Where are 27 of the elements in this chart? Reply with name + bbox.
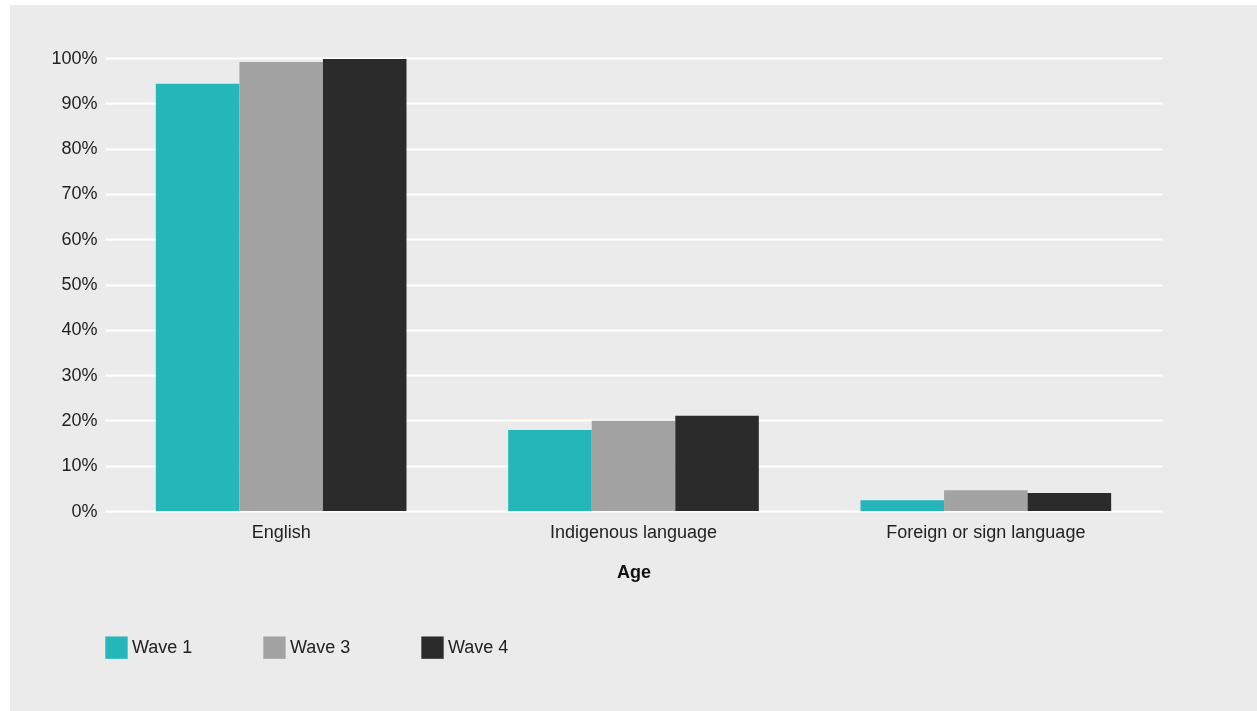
bar: [508, 429, 592, 511]
bar: [239, 62, 323, 511]
legend-label: Wave 4: [448, 636, 509, 657]
bar: [860, 500, 945, 511]
y-tick-label: 100%: [51, 47, 98, 68]
y-tick-label: 20%: [61, 409, 98, 430]
y-tick-label: 90%: [61, 92, 98, 113]
y-tick-label: 70%: [61, 183, 98, 204]
bar: [591, 420, 676, 511]
y-tick-label: 80%: [61, 138, 98, 159]
bar: [322, 58, 407, 511]
y-tick-label: 10%: [61, 455, 98, 476]
bar: [675, 415, 759, 511]
y-tick-label: 60%: [61, 228, 98, 249]
x-tick-label: Foreign or sign language: [886, 521, 1086, 542]
y-tick-label: 50%: [61, 274, 98, 294]
legend-label: Wave 3: [290, 636, 351, 657]
y-tick-label: 0%: [71, 500, 98, 521]
bar: [944, 490, 1028, 511]
bar: [155, 83, 240, 511]
legend-label: Wave 1: [132, 636, 193, 657]
y-tick-label: 40%: [61, 319, 98, 340]
x-tick-label: Indigenous language: [549, 521, 718, 542]
y-tick-label: 30%: [61, 364, 98, 385]
x-axis-title: Age: [616, 561, 652, 582]
bar: [1027, 492, 1112, 511]
x-tick-label: English: [251, 521, 311, 542]
